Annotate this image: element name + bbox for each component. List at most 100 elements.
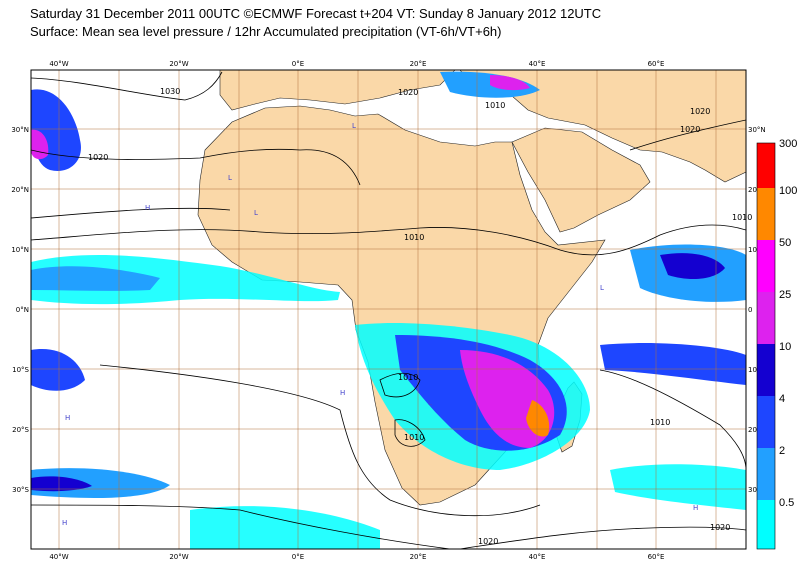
- lat-tick-left: 10°N: [11, 246, 29, 254]
- high-pressure-marker: H: [145, 204, 150, 212]
- precip-max-mozambique: [526, 400, 550, 437]
- lon-tick-bottom: 40°E: [529, 553, 546, 561]
- legend-label-25: 25: [779, 289, 791, 301]
- lat-tick-left: 30°N: [11, 126, 29, 134]
- isobar-labels: 1030 1020 1020 1010 1010 1020 1010 1010 …: [88, 87, 752, 546]
- lat-tick-left: 30°S: [12, 486, 29, 494]
- low-pressure-marker: L: [254, 209, 258, 217]
- isobar-label: 1020: [478, 537, 498, 546]
- lon-tick-top: 0°E: [292, 60, 304, 68]
- lat-tick-left: 10°S: [12, 366, 29, 374]
- isobar-label: 1020: [710, 523, 730, 532]
- precip-south-atlantic-core: [31, 476, 92, 492]
- isobar-south-atlantic-1020: [99, 364, 541, 517]
- precip-east-southern-ocean: [610, 464, 746, 510]
- lat-tick-left: 0°N: [16, 306, 29, 314]
- isobar-east-1020: [629, 119, 746, 151]
- map-frame: [30, 69, 747, 550]
- lon-tick-top: 40°E: [529, 60, 546, 68]
- high-pressure-marker: H: [693, 504, 698, 512]
- isobar-label: 1020: [398, 88, 418, 97]
- legend-swatch-50: [757, 240, 775, 292]
- isobar-north-1030: [31, 71, 223, 101]
- isobar-southern-1020: [31, 504, 451, 549]
- legend-swatch-4: [757, 396, 775, 448]
- lat-tick-right: 0: [748, 306, 752, 314]
- precip-indian-ocean-south: [600, 343, 746, 385]
- low-pressure-marker: L: [352, 122, 356, 130]
- low-pressure-marker: L: [428, 399, 432, 407]
- forecast-subtitle: Surface: Mean sea level pressure / 12hr …: [30, 24, 502, 39]
- lat-tick-right: 10: [748, 246, 757, 254]
- legend-swatch-2: [757, 448, 775, 500]
- lon-tick-top: 60°E: [648, 60, 665, 68]
- isobar-label: 1010: [398, 373, 418, 382]
- isobar-namibia-1010: [394, 419, 426, 447]
- lon-tick-bottom: 20°E: [410, 553, 427, 561]
- isobar-label: 1010: [404, 433, 424, 442]
- low-pressure-marker: L: [600, 284, 604, 292]
- lon-tick-bottom: 0°E: [292, 553, 304, 561]
- precip-southern-ocean: [190, 506, 380, 549]
- arabia-landmass: [511, 127, 651, 233]
- low-pressure-marker: L: [228, 174, 232, 182]
- isobar-southeast-1020: [459, 526, 746, 549]
- legend-label-2: 2: [779, 445, 785, 457]
- legend-label-300: 300: [779, 138, 797, 150]
- precipitation-legend: 300 100 50 25 10 4 2 0.5: [756, 138, 797, 550]
- isobar-north-1020: [31, 148, 361, 186]
- lat-tick-right: 20: [748, 426, 757, 434]
- isobar-label: 1010: [485, 101, 505, 110]
- legend-label-4: 4: [779, 393, 785, 405]
- legend-label-0-5: 0.5: [779, 497, 794, 509]
- high-pressure-marker: H: [62, 519, 67, 527]
- lon-tick-bottom: 60°E: [648, 553, 665, 561]
- precip-indian-ocean-east-core: [660, 253, 725, 280]
- high-pressure-marker: H: [65, 414, 70, 422]
- lon-tick-bottom: 20°W: [169, 553, 188, 561]
- legend-swatch-300: [757, 143, 775, 188]
- lat-tick-right: 30°N: [748, 126, 766, 134]
- precip-band-itcz-core: [31, 266, 160, 291]
- legend-swatch-0-5: [757, 500, 775, 549]
- legend-label-50: 50: [779, 237, 791, 249]
- lon-tick-top: 40°W: [49, 60, 68, 68]
- legend-label-100: 100: [779, 185, 797, 197]
- lat-tick-left: 20°S: [12, 426, 29, 434]
- precip-mediterranean-core: [490, 75, 530, 91]
- forecast-title: Saturday 31 December 2011 00UTC ©ECMWF F…: [30, 6, 602, 21]
- latitude-ticks: 30°N 20°N 10°N 0°N 10°S 20°S 30°S 30°N 2…: [11, 126, 765, 494]
- lon-tick-bottom: 40°W: [49, 553, 68, 561]
- precipitation-field: [31, 71, 746, 549]
- legend-label-10: 10: [779, 341, 791, 353]
- isobar-label: 1020: [690, 107, 710, 116]
- precip-band-itcz: [31, 254, 340, 305]
- lon-tick-top: 20°W: [169, 60, 188, 68]
- isobar-west-1010: [31, 207, 231, 219]
- isobar-label: 1010: [732, 213, 752, 222]
- isobar-label: 1030: [160, 87, 180, 96]
- lon-tick-top: 20°E: [410, 60, 427, 68]
- isobar-label: 1010: [404, 233, 424, 242]
- isobars: [31, 71, 746, 549]
- longitude-ticks: 40°W 20°W 0°E 20°E 40°E 60°E 40°W 20°W 0…: [49, 60, 664, 561]
- isobar-angola-1010: [379, 372, 421, 398]
- isobar-label: 1020: [88, 153, 108, 162]
- legend-swatch-25: [757, 292, 775, 344]
- legend-frame: [756, 142, 776, 550]
- high-pressure-marker: H: [340, 389, 345, 397]
- legend-swatch-100: [757, 188, 775, 240]
- isobar-label: 1020: [680, 125, 700, 134]
- europe-landmass: [219, 70, 456, 111]
- pressure-centres: H H H H H L L L L L: [62, 122, 698, 527]
- precip-southwest-atlantic: [31, 349, 85, 391]
- lat-tick-right: 10: [748, 366, 757, 374]
- lat-tick-right: 30: [748, 486, 757, 494]
- isobar-equatorial-1010: [31, 224, 746, 256]
- lat-tick-right: 20: [748, 186, 757, 194]
- precip-north-atlantic-core: [31, 129, 49, 160]
- isobar-label: 1010: [650, 418, 670, 427]
- lat-tick-left: 20°N: [11, 186, 29, 194]
- isobar-indian-ocean-1010: [599, 369, 746, 471]
